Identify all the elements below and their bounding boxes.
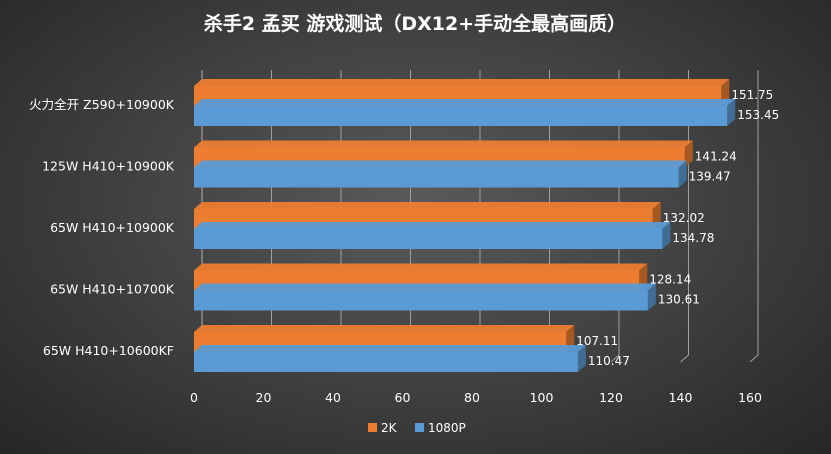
x-tick-label: 20 <box>256 390 272 405</box>
data-labels: 151.75 153.45 141.24 139.47 132.02 134.78 128.… <box>576 88 779 368</box>
x-tick-label: 0 <box>190 390 198 405</box>
x-tick-label: 60 <box>395 390 411 405</box>
category-label: 65W H410+10900K <box>50 220 175 235</box>
data-label: 132.02 <box>663 211 705 225</box>
data-label: 153.45 <box>737 108 779 122</box>
category-labels: 火力全开 Z590+10900K 125W H410+10900K 65W H410… <box>29 97 175 358</box>
x-tick-label: 100 <box>530 390 554 405</box>
x-tick-labels: 0 20 40 60 80 100 120 140 160 <box>190 390 762 405</box>
bar-top-face <box>194 325 575 332</box>
data-label: 141.24 <box>695 150 737 164</box>
chart-title: 杀手2 孟买 游戏测试（DX12+手动全最高画质） <box>204 12 626 35</box>
category-label: 火力全开 Z590+10900K <box>29 97 175 112</box>
legend-label: 2K <box>381 421 398 435</box>
legend-swatch <box>368 423 377 432</box>
legend-label: 1080P <box>428 421 466 435</box>
bar-top-face <box>194 202 661 209</box>
x-tick-label: 160 <box>738 390 762 405</box>
data-label: 130.61 <box>658 293 700 307</box>
bar-side-face <box>727 99 736 126</box>
x-tick-label: 140 <box>669 390 693 405</box>
gridline-depth <box>749 354 759 363</box>
category-label: 65W H410+10700K <box>50 282 175 297</box>
bar-1080p <box>194 229 663 249</box>
category-label: 125W H410+10900K <box>42 159 175 174</box>
x-tick-label: 120 <box>599 390 623 405</box>
data-label: 134.78 <box>672 231 714 245</box>
bar-1080p <box>194 106 728 126</box>
bar-top-face <box>194 160 687 168</box>
bar-1080p <box>194 290 648 311</box>
bar-1080p <box>194 352 578 372</box>
data-label: 107.11 <box>576 334 618 348</box>
bar-1080p <box>194 167 679 188</box>
x-tick-label: 80 <box>464 390 480 405</box>
bar-side-face <box>577 345 586 372</box>
bar-side-face <box>678 160 687 188</box>
data-label: 110.47 <box>588 354 630 368</box>
category-label: 65W H410+10600KF <box>43 343 174 358</box>
bar-top-face <box>194 140 693 148</box>
gridline-depth <box>680 354 689 363</box>
bar-top-face <box>194 99 736 106</box>
data-label: 151.75 <box>731 88 773 102</box>
data-label: 139.47 <box>689 170 731 184</box>
bar-side-face <box>647 283 656 311</box>
bar-top-face <box>194 79 730 86</box>
bar-top-face <box>194 283 656 291</box>
legend-swatch <box>415 423 424 432</box>
legend: 2K 1080P <box>368 421 466 435</box>
bar-side-face <box>662 222 671 249</box>
bar-top-face <box>194 222 671 229</box>
bar-top-face <box>194 345 586 352</box>
bars <box>194 79 736 372</box>
gridline-depth <box>610 354 620 363</box>
bar-side-face <box>684 140 693 168</box>
x-tick-label: 40 <box>325 390 341 405</box>
data-label: 128.14 <box>649 273 691 287</box>
bar-top-face <box>194 263 648 271</box>
